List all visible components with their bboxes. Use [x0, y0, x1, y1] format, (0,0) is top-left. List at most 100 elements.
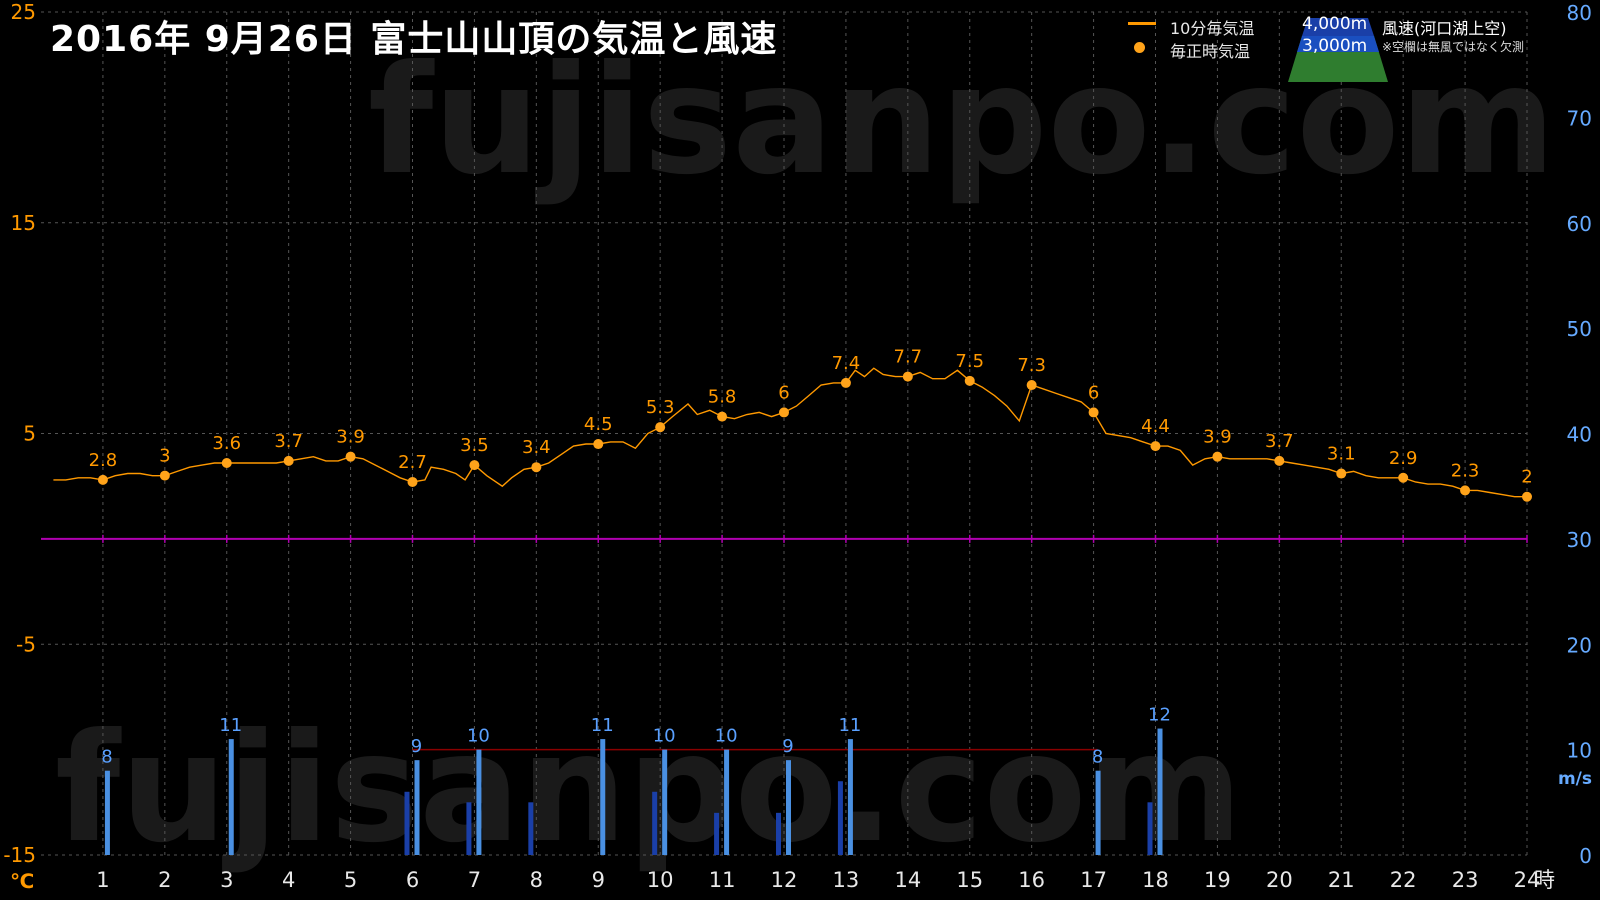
- temperature-hourly-point: [159, 470, 170, 481]
- temperature-hourly-label: 5.3: [646, 397, 675, 418]
- temperature-hourly-label: 7.3: [1017, 355, 1046, 376]
- temperature-hourly-label: 4.5: [584, 414, 613, 435]
- temperature-hourly-point: [655, 422, 666, 433]
- temperature-hourly-label: 3.1: [1327, 444, 1356, 465]
- temperature-hourly-point: [1212, 451, 1223, 462]
- legend-temp-10min: 10分毎気温: [1170, 19, 1255, 38]
- x-axis-tick-label: 6: [406, 868, 419, 892]
- temperature-hourly-label: 2.9: [1389, 448, 1418, 469]
- temperature-hourly-label: 3.9: [336, 427, 365, 448]
- right-axis-unit: m/s: [1558, 769, 1592, 789]
- temperature-hourly-label: 7.5: [955, 351, 984, 372]
- wind-4000m-bar: [786, 760, 791, 855]
- temperature-hourly-label: 3.4: [522, 437, 551, 458]
- wind-4000m-bar: [228, 739, 234, 855]
- temperature-hourly-label: 2.8: [89, 450, 118, 471]
- mountain-icon: [1288, 18, 1388, 82]
- temperature-hourly-point: [531, 462, 542, 473]
- temperature-hourly-label: 5.8: [708, 387, 737, 408]
- wind-4000m-bar: [414, 760, 420, 855]
- left-axis-unit: ℃: [10, 869, 34, 893]
- right-axis-tick-label: 60: [1567, 212, 1592, 236]
- x-axis-tick-label: 2: [158, 868, 171, 892]
- wind-4000m-bar: [724, 749, 730, 855]
- wind-4000m-label: 10: [467, 726, 490, 747]
- x-axis-tick-label: 19: [1204, 868, 1231, 892]
- right-axis-tick-label: 40: [1567, 423, 1592, 447]
- legend-line-swatch: [1128, 22, 1156, 25]
- wind-3000m-bar: [837, 781, 843, 855]
- left-axis-tick-label: -5: [16, 632, 36, 656]
- temperature-hourly-point: [593, 439, 604, 450]
- x-axis-tick-label: 20: [1266, 868, 1293, 892]
- temperature-hourly-label: 3: [159, 446, 170, 467]
- wind-4000m-label: 10: [715, 726, 738, 747]
- legend-temp-hourly: 毎正時気温: [1170, 42, 1251, 61]
- wind-4000m-bar: [847, 739, 853, 855]
- temperature-hourly-label: 7.4: [832, 353, 861, 374]
- grid: [41, 11, 1528, 856]
- wind-bars: 8 11 9 10 11 10 10 9 11 8 12: [101, 705, 1171, 855]
- temperature-hourly-label: 4.4: [1141, 416, 1170, 437]
- wind-4000m-label: 12: [1148, 705, 1171, 726]
- temperature-hourly-point: [345, 451, 356, 462]
- x-axis-tick-label: 10: [647, 868, 674, 892]
- wind-3000m-bar: [404, 791, 410, 855]
- right-axis-tick-label: 10: [1567, 739, 1592, 763]
- temperature-hourly-label: 3.7: [274, 431, 303, 452]
- wind-3000m-bar: [652, 791, 658, 855]
- legend-alt-3000: 3,000m: [1302, 36, 1368, 56]
- x-axis-tick-label: 7: [468, 868, 481, 892]
- legend-wind-label: 風速(河口湖上空): [1382, 19, 1507, 38]
- temperature-hourly-label: 2.7: [398, 452, 427, 473]
- x-axis-tick-label: 21: [1328, 868, 1355, 892]
- temperature-hourly-point: [717, 411, 728, 422]
- x-axis-tick-label: 3: [220, 868, 233, 892]
- right-axis-tick-label: 20: [1567, 633, 1592, 657]
- temperature-hourly-point: [1460, 485, 1471, 496]
- temperature-hourly-point: [840, 377, 851, 388]
- wind-4000m-bar: [1157, 728, 1163, 855]
- wind-4000m-label: 10: [653, 726, 676, 747]
- x-axis-tick-label: 18: [1142, 868, 1169, 892]
- x-axis-tick-label: 4: [282, 868, 295, 892]
- watermark-bottom: fujisanpo.com: [55, 702, 1243, 876]
- temperature-hourly-label: 3.6: [212, 433, 241, 454]
- x-axis-tick-label: 16: [1018, 868, 1045, 892]
- wind-4000m-bar: [662, 749, 668, 855]
- temperature-hourly-point: [779, 407, 789, 418]
- left-axis-tick-label: 25: [11, 0, 36, 24]
- x-axis-tick-label: 11: [709, 868, 736, 892]
- right-axis-tick-label: 50: [1567, 317, 1592, 341]
- wind-4000m-label: 9: [782, 736, 793, 757]
- legend-dot-swatch: [1134, 42, 1145, 53]
- chart-title: 2016年 9月26日 富士山山頂の気温と風速: [50, 19, 778, 60]
- x-axis-tick-label: 22: [1390, 868, 1417, 892]
- wind-4000m-bar: [104, 770, 110, 855]
- wind-4000m-label: 8: [101, 747, 112, 768]
- wind-4000m-label: 11: [591, 715, 614, 736]
- x-axis-tick-label: 5: [344, 868, 357, 892]
- temperature-hourly-label: 3.9: [1203, 427, 1232, 448]
- x-axis-tick-label: 24: [1514, 868, 1541, 892]
- x-axis-tick-label: 15: [956, 868, 983, 892]
- temperature-hourly-point: [902, 371, 913, 382]
- x-axis-unit: 時: [1534, 868, 1555, 892]
- legend-wind-note: ※空欄は無風ではなく欠測: [1382, 40, 1525, 54]
- temperature-hourly-point: [1274, 455, 1285, 466]
- x-axis-tick-label: 12: [771, 868, 798, 892]
- x-axis-tick-label: 1: [96, 868, 109, 892]
- temperature-hourly-point: [221, 458, 232, 469]
- temperature-hourly-label: 2.3: [1451, 460, 1480, 481]
- temperature-hourly-point: [1522, 491, 1532, 502]
- temperature-hourly-point: [1398, 472, 1409, 483]
- wind-4000m-bar: [1095, 770, 1101, 855]
- temperature-series: [53, 367, 1532, 502]
- temperature-hourly-point: [97, 474, 108, 485]
- temperature-hourly-point: [283, 455, 294, 466]
- temperature-hourly-label: 6: [1088, 382, 1099, 403]
- temperature-hourly-point: [1026, 380, 1037, 391]
- temperature-hourly-label: 6: [778, 382, 789, 403]
